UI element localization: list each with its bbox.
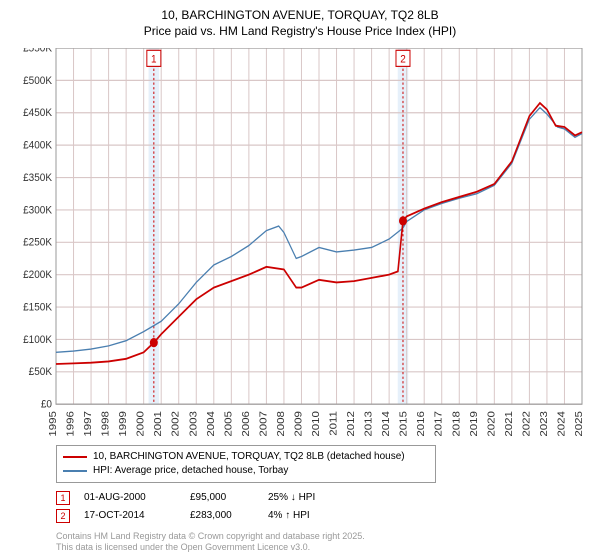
svg-text:£500K: £500K: [23, 74, 53, 87]
svg-text:2010: 2010: [311, 411, 322, 437]
svg-text:1998: 1998: [100, 411, 111, 437]
svg-text:1: 1: [151, 53, 157, 66]
svg-text:£100K: £100K: [23, 333, 53, 346]
svg-text:2017: 2017: [433, 411, 444, 437]
svg-text:2000: 2000: [135, 411, 146, 437]
footer-line: This data is licensed under the Open Gov…: [56, 542, 588, 554]
svg-text:2015: 2015: [398, 411, 409, 437]
svg-text:2016: 2016: [416, 411, 427, 437]
svg-text:2020: 2020: [486, 411, 497, 437]
marker-date: 01-AUG-2000: [84, 492, 176, 503]
svg-text:2003: 2003: [188, 411, 199, 437]
svg-text:2008: 2008: [276, 411, 287, 437]
page-subtitle: Price paid vs. HM Land Registry's House …: [12, 24, 588, 38]
svg-text:2019: 2019: [468, 411, 479, 437]
marker-row: 1 01-AUG-2000 £95,000 25% ↓ HPI: [56, 491, 588, 505]
legend-label: HPI: Average price, detached house, Torb…: [93, 464, 288, 478]
svg-text:1997: 1997: [83, 411, 94, 437]
svg-text:£0: £0: [41, 398, 52, 411]
svg-text:£250K: £250K: [23, 236, 53, 249]
svg-text:1999: 1999: [118, 411, 129, 437]
chart-area: £0 £50K £100K £150K £200K £250K £300K £350K £400…: [12, 48, 588, 439]
svg-text:2: 2: [400, 53, 406, 66]
svg-text:2007: 2007: [258, 411, 269, 437]
marker-price: £283,000: [190, 510, 254, 521]
marker-row: 2 17-OCT-2014 £283,000 4% ↑ HPI: [56, 509, 588, 523]
svg-text:2025: 2025: [574, 411, 585, 437]
svg-text:2021: 2021: [504, 411, 515, 437]
legend: 10, BARCHINGTON AVENUE, TORQUAY, TQ2 8LB…: [56, 445, 436, 483]
svg-text:£150K: £150K: [23, 301, 53, 314]
svg-text:£550K: £550K: [23, 48, 53, 55]
svg-text:2018: 2018: [451, 411, 462, 437]
footer: Contains HM Land Registry data © Crown c…: [56, 531, 588, 554]
svg-text:2022: 2022: [521, 411, 532, 437]
svg-text:2011: 2011: [328, 411, 339, 436]
marker-badge: 2: [56, 509, 70, 523]
svg-text:£350K: £350K: [23, 171, 53, 184]
svg-text:2001: 2001: [153, 411, 164, 437]
marker-diff: 25% ↓ HPI: [268, 492, 315, 503]
svg-text:2009: 2009: [293, 411, 304, 437]
svg-text:2006: 2006: [241, 411, 252, 437]
marker-date: 17-OCT-2014: [84, 510, 176, 521]
svg-text:£50K: £50K: [29, 366, 53, 379]
svg-text:2023: 2023: [539, 411, 550, 437]
svg-text:1996: 1996: [65, 411, 76, 437]
marker-price: £95,000: [190, 492, 254, 503]
page-title: 10, BARCHINGTON AVENUE, TORQUAY, TQ2 8LB: [12, 8, 588, 22]
legend-swatch: [63, 470, 87, 472]
svg-text:£200K: £200K: [23, 268, 53, 281]
svg-text:£400K: £400K: [23, 139, 53, 152]
svg-text:2024: 2024: [556, 411, 567, 437]
legend-item: HPI: Average price, detached house, Torb…: [63, 464, 429, 478]
marker-badge: 1: [56, 491, 70, 505]
legend-swatch: [63, 456, 87, 458]
svg-text:1995: 1995: [48, 411, 59, 437]
marker-diff: 4% ↑ HPI: [268, 510, 310, 521]
footer-line: Contains HM Land Registry data © Crown c…: [56, 531, 588, 543]
svg-text:2002: 2002: [170, 411, 181, 437]
svg-text:2012: 2012: [346, 411, 357, 437]
legend-label: 10, BARCHINGTON AVENUE, TORQUAY, TQ2 8LB…: [93, 450, 405, 464]
svg-text:2014: 2014: [381, 411, 392, 437]
svg-text:2013: 2013: [363, 411, 374, 437]
legend-item: 10, BARCHINGTON AVENUE, TORQUAY, TQ2 8LB…: [63, 450, 429, 464]
svg-text:2005: 2005: [223, 411, 234, 437]
marker-table: 1 01-AUG-2000 £95,000 25% ↓ HPI 2 17-OCT…: [56, 487, 588, 527]
svg-text:2004: 2004: [205, 411, 216, 437]
line-chart: £0 £50K £100K £150K £200K £250K £300K £350K £400…: [12, 48, 588, 439]
svg-text:£300K: £300K: [23, 204, 53, 217]
svg-text:£450K: £450K: [23, 107, 53, 120]
